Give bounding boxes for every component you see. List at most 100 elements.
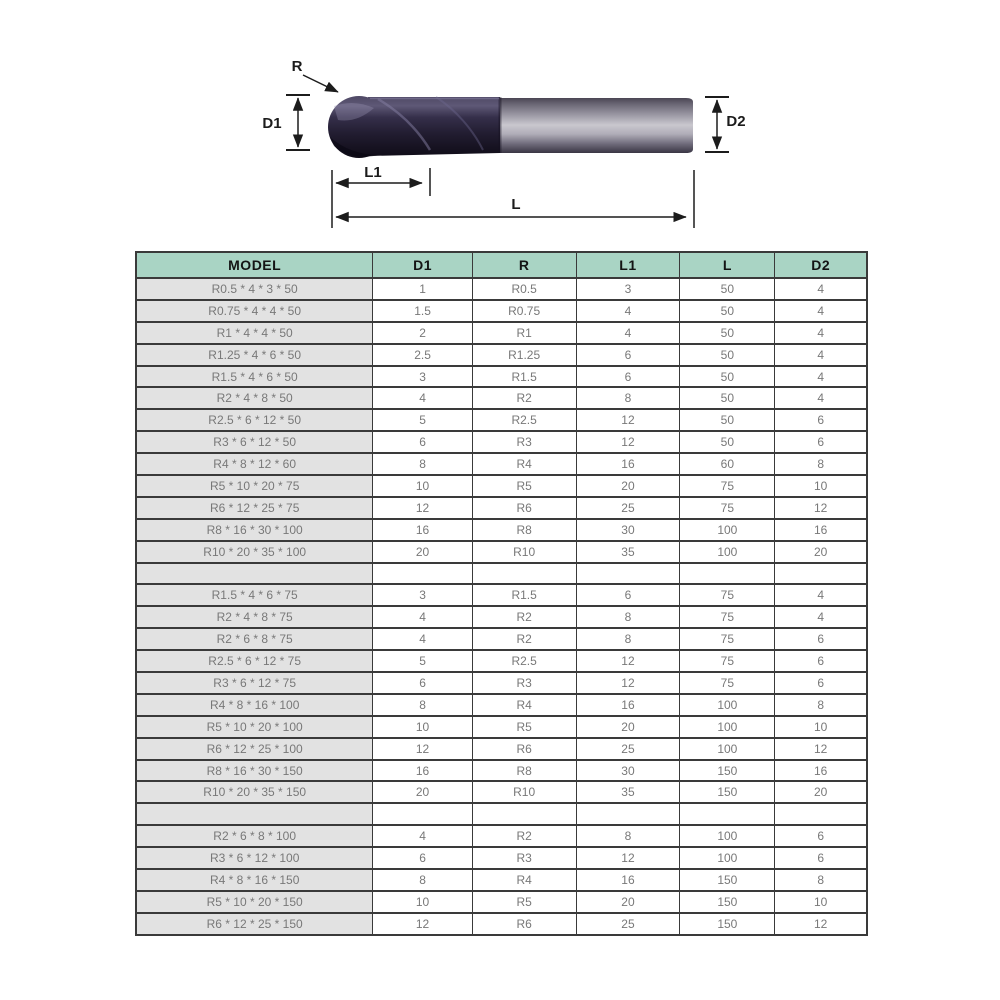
cell-model: R4 * 8 * 16 * 100 [135, 692, 374, 717]
cell-d2: 12 [774, 736, 868, 761]
cell-l1 [575, 802, 681, 827]
cell-l: 100 [679, 517, 776, 542]
cell-r: R6 [471, 495, 577, 520]
cell-d1: 6 [372, 671, 473, 695]
table-row: R1.25 * 4 * 6 * 50 2.5 R1.25 6 50 4 [135, 342, 868, 367]
cell-r: R1 [471, 320, 577, 345]
dim-r: R [292, 58, 339, 93]
endmill-diagram: R D1 D2 L1 L [250, 42, 750, 247]
cell-r [471, 802, 577, 827]
r-leader-line [302, 74, 339, 93]
cell-model: R3 * 6 * 12 * 100 [135, 846, 374, 871]
cell-l1: 35 [575, 780, 681, 805]
flute-section [368, 97, 500, 156]
cell-l: 75 [679, 474, 776, 498]
cell-l: 50 [679, 386, 776, 411]
cell-model: R5 * 10 * 20 * 100 [135, 714, 374, 739]
cell-l1: 4 [575, 320, 681, 345]
cell-model: R6 * 12 * 25 * 150 [135, 911, 374, 936]
cell-r: R5 [471, 714, 577, 739]
cell-l: 150 [679, 780, 776, 805]
cell-d1: 4 [372, 824, 473, 849]
cell-model: R1.25 * 4 * 6 * 50 [135, 342, 374, 367]
cell-l1: 16 [575, 868, 681, 892]
cell-model: R0.75 * 4 * 4 * 50 [135, 298, 374, 323]
table-row: R10 * 20 * 35 * 100 20 R10 35 100 20 [135, 539, 868, 564]
cell-d2: 6 [774, 627, 868, 652]
table-row: R2.5 * 6 * 12 * 50 5 R2.5 12 50 6 [135, 408, 868, 433]
cell-model: R6 * 12 * 25 * 75 [135, 495, 374, 520]
cell-model: R2.5 * 6 * 12 * 50 [135, 408, 374, 433]
cell-model: R10 * 20 * 35 * 150 [135, 780, 374, 805]
cell-l1: 25 [575, 736, 681, 761]
table-row: R2 * 4 * 8 * 75 4 R2 8 75 4 [135, 605, 868, 630]
cell-d2 [774, 561, 868, 586]
table-row: R4 * 8 * 16 * 150 8 R4 16 150 8 [135, 868, 868, 892]
cell-l: 150 [679, 889, 776, 914]
cell-model: R2 * 6 * 8 * 75 [135, 627, 374, 652]
cell-l1: 12 [575, 408, 681, 433]
cell-l1: 12 [575, 846, 681, 871]
cell-d1: 2 [372, 320, 473, 345]
cell-l: 150 [679, 758, 776, 783]
cell-l: 75 [679, 495, 776, 520]
cell-l: 100 [679, 714, 776, 739]
cell-d2: 12 [774, 911, 868, 936]
table-row: R6 * 12 * 25 * 100 12 R6 25 100 12 [135, 736, 868, 761]
cell-d2: 16 [774, 758, 868, 783]
cell-l1: 6 [575, 364, 681, 389]
cell-d1: 5 [372, 408, 473, 433]
cell-d1: 5 [372, 649, 473, 674]
cell-l1: 8 [575, 824, 681, 849]
cell-d2: 6 [774, 649, 868, 674]
cell-r: R2.5 [471, 408, 577, 433]
dim-label-l: L [511, 196, 520, 213]
cell-d1: 4 [372, 386, 473, 411]
cell-model: R0.5 * 4 * 3 * 50 [135, 277, 374, 301]
dim-label-r: R [292, 58, 303, 75]
cell-d1: 8 [372, 868, 473, 892]
cell-d1: 1.5 [372, 298, 473, 323]
cell-model: R4 * 8 * 12 * 60 [135, 452, 374, 477]
cell-l: 100 [679, 692, 776, 717]
cell-r [471, 561, 577, 586]
table-row: R8 * 16 * 30 * 100 16 R8 30 100 16 [135, 517, 868, 542]
cell-l1: 25 [575, 495, 681, 520]
cell-model: R8 * 16 * 30 * 150 [135, 758, 374, 783]
cell-l: 50 [679, 430, 776, 455]
table-row: R3 * 6 * 12 * 100 6 R3 12 100 6 [135, 846, 868, 871]
cell-l: 150 [679, 911, 776, 936]
cell-d2: 4 [774, 364, 868, 389]
header-row: MODEL D1 R L1 L D2 [135, 251, 868, 279]
cell-d2: 20 [774, 780, 868, 805]
cell-l: 50 [679, 320, 776, 345]
table-row: R1.5 * 4 * 6 * 50 3 R1.5 6 50 4 [135, 364, 868, 389]
cell-d2: 6 [774, 408, 868, 433]
separator-row [135, 802, 868, 827]
cell-d2: 6 [774, 824, 868, 849]
cell-r: R8 [471, 517, 577, 542]
cell-d1: 4 [372, 627, 473, 652]
cell-d1: 20 [372, 780, 473, 805]
cell-r: R1.5 [471, 364, 577, 389]
cell-r: R4 [471, 868, 577, 892]
cell-l: 50 [679, 277, 776, 301]
table-row: R3 * 6 * 12 * 50 6 R3 12 50 6 [135, 430, 868, 455]
cell-model: R5 * 10 * 20 * 150 [135, 889, 374, 914]
cell-l: 150 [679, 868, 776, 892]
cell-l1: 16 [575, 692, 681, 717]
cell-d2: 16 [774, 517, 868, 542]
cell-r: R3 [471, 846, 577, 871]
cell-l1: 8 [575, 386, 681, 411]
cell-d2: 12 [774, 495, 868, 520]
cell-l1: 8 [575, 627, 681, 652]
cell-model: R2 * 4 * 8 * 75 [135, 605, 374, 630]
cell-l1 [575, 561, 681, 586]
cell-r: R0.5 [471, 277, 577, 301]
dim-d2: D2 [705, 96, 746, 153]
cell-r: R5 [471, 474, 577, 498]
cell-d2: 4 [774, 298, 868, 323]
cell-l: 60 [679, 452, 776, 477]
cell-d2: 4 [774, 386, 868, 411]
cell-l: 75 [679, 649, 776, 674]
